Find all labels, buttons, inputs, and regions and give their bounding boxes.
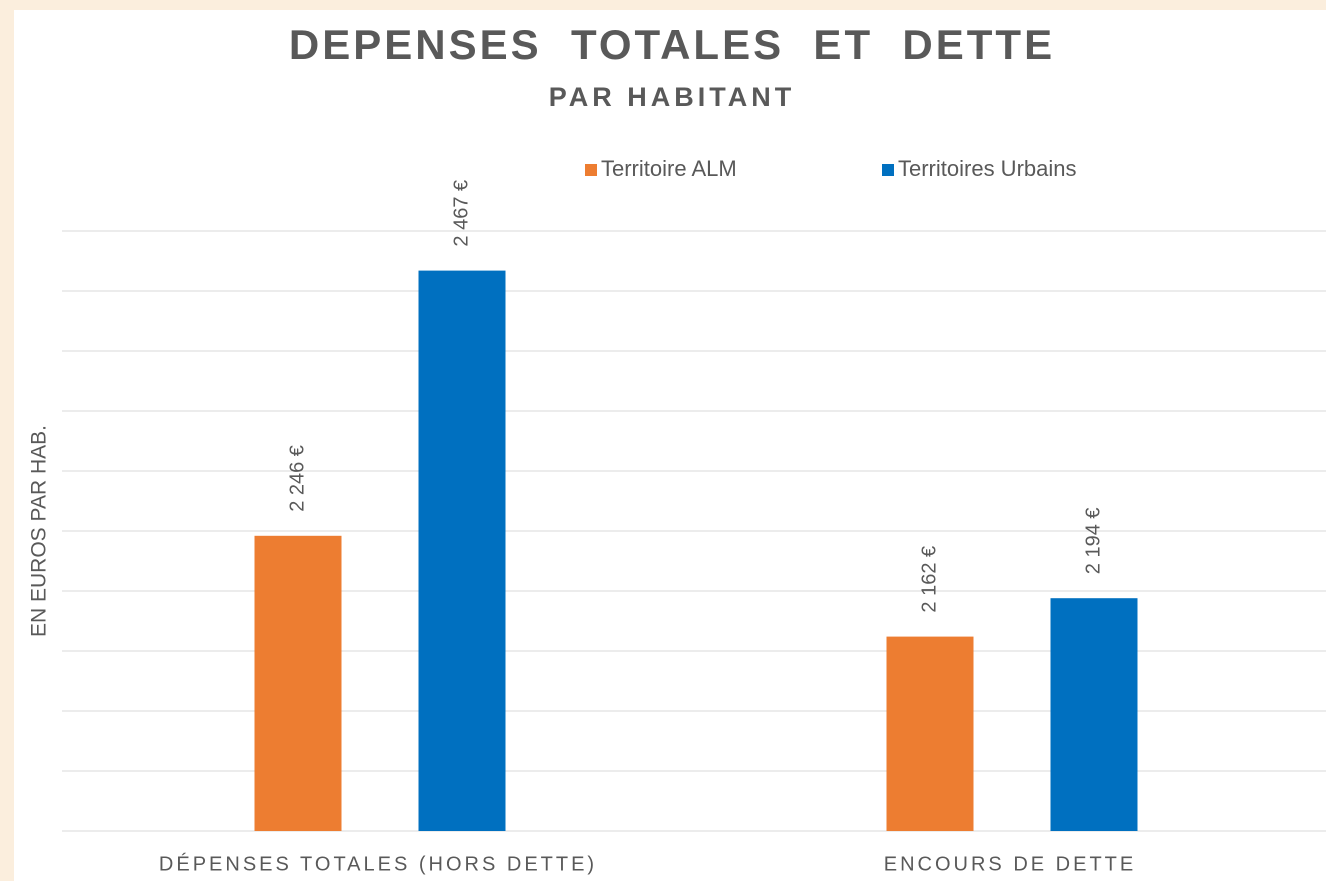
legend-label: Territoires Urbains [898,156,1077,181]
data-label: 2 467 € [450,180,472,247]
x-tick-label: DÉPENSES TOTALES (HORS DETTE) [159,852,597,875]
data-label: 2 194 € [1082,507,1104,574]
legend-swatch [585,164,597,176]
chart-subtitle: PAR HABITANT [549,82,795,112]
legend-swatch [882,164,894,176]
chart-title: DEPENSES TOTALES ET DETTE [289,21,1055,68]
legend-label: Territoire ALM [601,156,737,181]
x-tick-label: ENCOURS DE DETTE [884,853,1136,875]
data-label: 2 162 € [918,546,940,613]
bar [254,535,342,831]
y-axis-label: EN EUROS PAR HAB. [28,425,51,637]
data-label: 2 246 € [286,445,308,512]
bar [418,270,506,832]
bar [886,636,974,831]
bar [1050,598,1138,831]
